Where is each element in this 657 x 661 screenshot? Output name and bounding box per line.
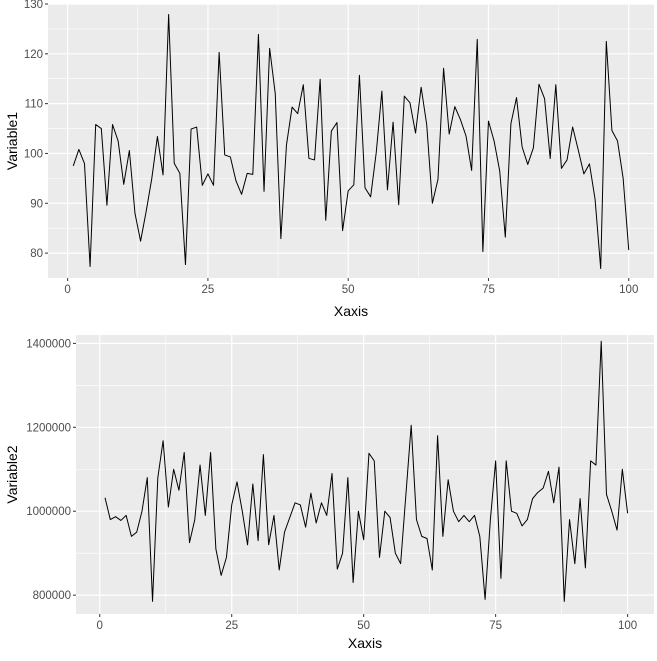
x-tick-label: 75	[489, 620, 502, 632]
panel-background	[76, 335, 654, 614]
y-tick-label: 1200000	[26, 422, 71, 434]
y-tick-label: 120	[24, 49, 43, 61]
x-axis-title: Xaxis	[348, 635, 382, 651]
y-tick-label: 80	[30, 248, 43, 260]
x-tick-label: 50	[357, 620, 370, 632]
y-tick-label: 1400000	[26, 338, 71, 350]
x-tick-label: 0	[97, 620, 103, 632]
y-tick-label: 110	[25, 99, 43, 111]
x-tick-label: 75	[482, 284, 495, 296]
y-axis-title: Variable2	[4, 445, 20, 503]
y-tick-label: 90	[30, 198, 43, 210]
x-tick-label: 25	[225, 620, 238, 632]
series-line	[72, 13, 630, 270]
chart-panel-bottom: 0 25 50 75 100 800000 1000000 1200000 1400000 Xax…	[4, 335, 654, 651]
x-tick-label: 0	[64, 284, 70, 296]
x-axis-title: Xaxis	[334, 303, 368, 319]
x-tick-label: 25	[202, 284, 215, 296]
x-tick-label: 50	[342, 284, 355, 296]
y-axis-title: Variable1	[4, 112, 20, 170]
y-tick-label: 1000000	[26, 506, 71, 518]
chart-panel-top: 0 25 50 75 100 80 90 100 110 120 130 Xaxis Variable1	[4, 0, 654, 319]
series-line	[104, 340, 629, 602]
x-tick-label: 100	[618, 620, 637, 632]
y-tick-label: 800000	[33, 590, 71, 602]
x-tick-label: 100	[619, 284, 638, 296]
y-tick-label: 130	[24, 0, 43, 11]
panel-background	[48, 4, 654, 278]
y-tick-label: 100	[24, 148, 43, 160]
